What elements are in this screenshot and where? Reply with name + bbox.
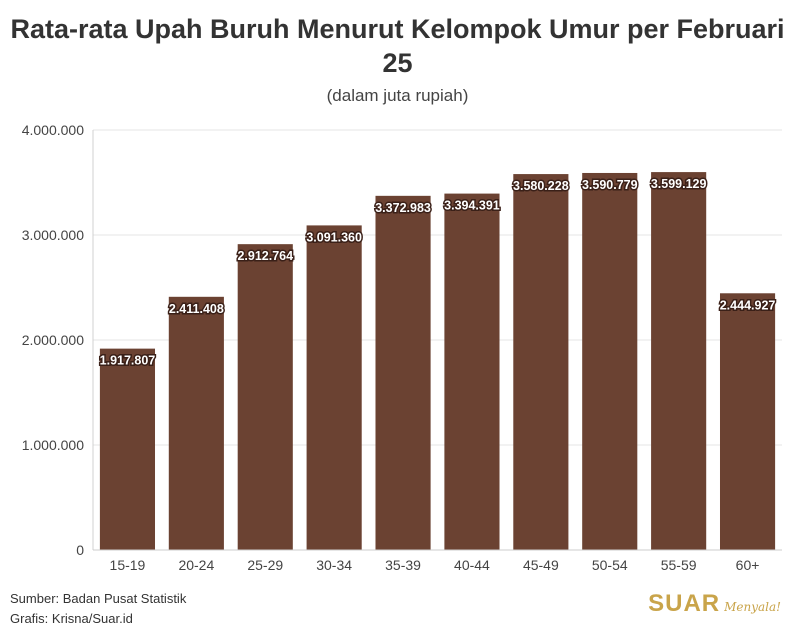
y-tick-label: 3.000.000 [22, 227, 84, 243]
brand-tagline: Menyala! [724, 600, 781, 614]
bar-50-54 [582, 172, 638, 550]
data-label: 3.091.360 [306, 230, 362, 244]
x-tick-label: 40-44 [454, 557, 490, 573]
x-tick-label: 55-59 [661, 557, 697, 573]
data-label: 3.590.779 [582, 178, 638, 192]
data-label: 3.599.129 [651, 177, 707, 191]
x-tick-label: 20-24 [178, 557, 214, 573]
y-tick-label: 0 [76, 542, 84, 558]
x-tick-label: 15-19 [110, 557, 146, 573]
x-tick-label: 60+ [736, 557, 760, 573]
bar-30-34 [306, 225, 362, 550]
x-tick-label: 50-54 [592, 557, 628, 573]
y-tick-label: 2.000.000 [22, 332, 84, 348]
x-tick-label: 45-49 [523, 557, 559, 573]
bar-20-24 [168, 296, 224, 550]
bar-35-39 [375, 195, 431, 550]
bar-45-49 [513, 174, 569, 551]
brand-name: SUAR [648, 590, 721, 617]
data-label: 2.912.764 [237, 249, 293, 263]
data-label: 1.917.807 [100, 354, 156, 368]
chart-subtitle: (dalam juta rupiah) [326, 86, 469, 105]
chart-title: Rata-rata Upah Buruh Menurut Kelompok Um… [10, 14, 785, 78]
data-label: 3.580.228 [513, 179, 569, 193]
data-label: 3.372.983 [375, 201, 431, 215]
x-tick-label: 35-39 [385, 557, 421, 573]
data-label: 2.411.408 [169, 302, 224, 316]
data-label: 2.444.927 [720, 298, 776, 312]
x-tick-label: 25-29 [247, 557, 283, 573]
x-tick-label: 30-34 [316, 557, 352, 573]
bar-60+ [719, 293, 776, 550]
brand-logo: SUAR Menyala! [648, 590, 781, 618]
source-note: Sumber: Badan Pusat Statistik [10, 591, 187, 606]
bar-55-59 [651, 172, 707, 550]
bar-15-19 [99, 348, 156, 550]
y-tick-label: 4.000.000 [22, 122, 84, 138]
bar-25-29 [237, 244, 293, 550]
y-tick-label: 1.000.000 [22, 437, 84, 453]
credit-note: Grafis: Krisna/Suar.id [10, 611, 133, 626]
bar-40-44 [444, 193, 500, 551]
data-label: 3.394.391 [444, 199, 500, 213]
